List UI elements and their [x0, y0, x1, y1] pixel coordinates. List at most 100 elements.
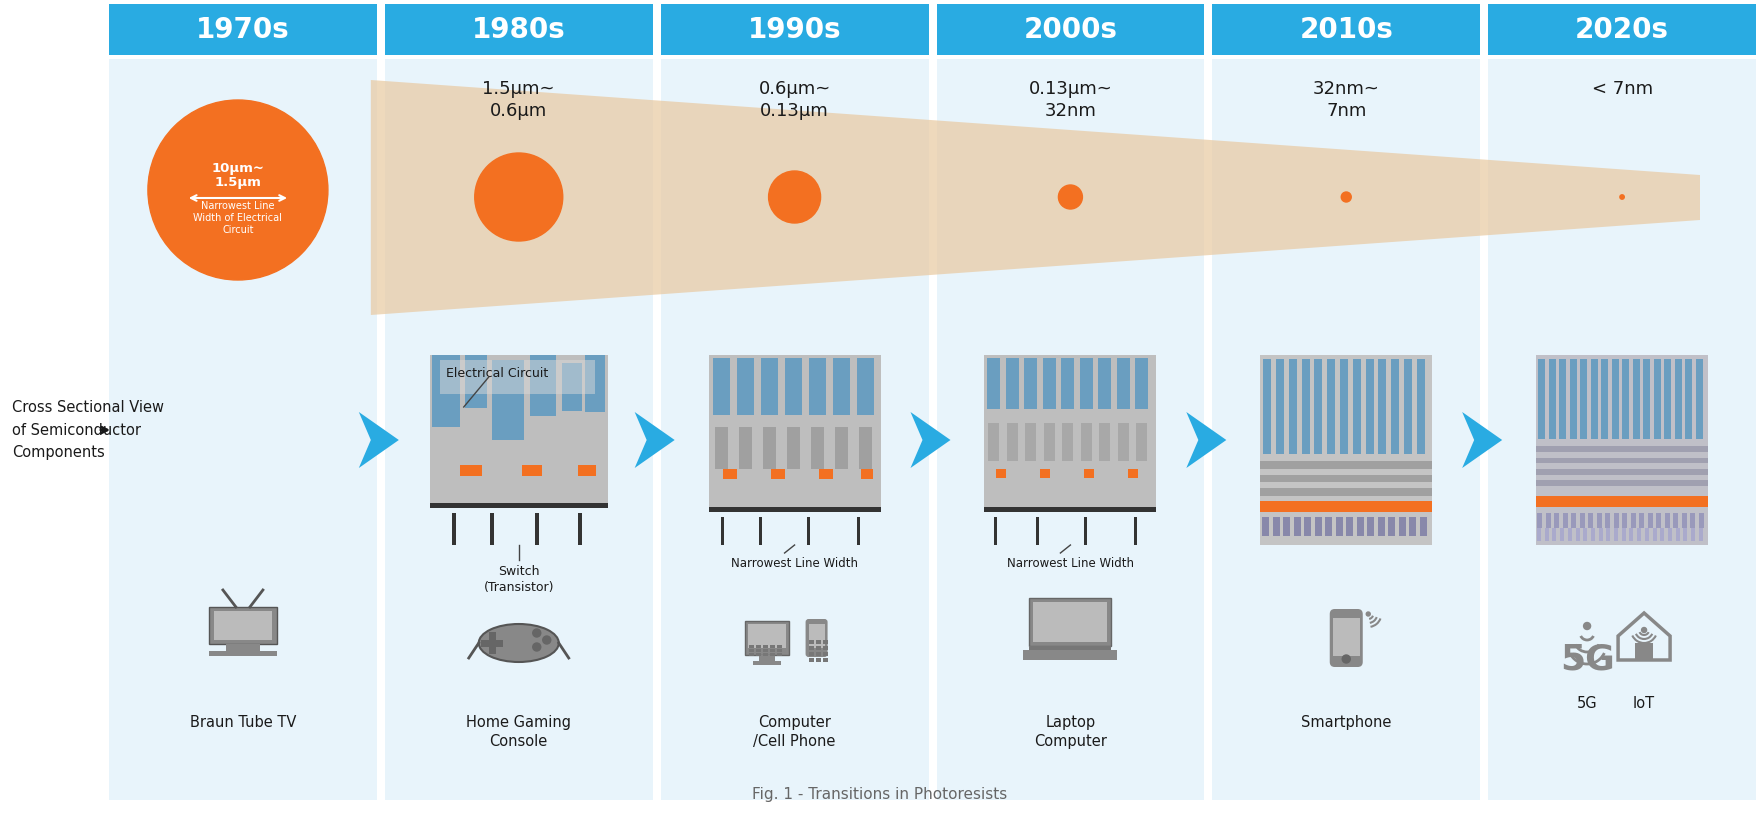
Bar: [713, 358, 730, 415]
Circle shape: [1343, 655, 1350, 663]
Text: Electrical Circuit: Electrical Circuit: [445, 367, 547, 380]
Bar: [1660, 528, 1665, 541]
Bar: [1353, 359, 1360, 454]
Bar: [1623, 513, 1626, 528]
Circle shape: [148, 100, 327, 280]
Bar: [748, 649, 753, 652]
Bar: [225, 645, 260, 651]
Bar: [744, 621, 788, 655]
Bar: [762, 645, 767, 648]
Bar: [1378, 359, 1387, 454]
Bar: [1399, 517, 1406, 535]
Bar: [1368, 517, 1375, 535]
Bar: [822, 646, 827, 650]
Bar: [776, 649, 781, 652]
Bar: [748, 645, 753, 648]
Bar: [737, 358, 753, 415]
Bar: [1584, 528, 1588, 541]
Bar: [1366, 359, 1373, 454]
Bar: [815, 658, 820, 662]
Bar: [1260, 501, 1433, 513]
Bar: [1614, 528, 1617, 541]
Bar: [1315, 517, 1322, 535]
Bar: [1030, 598, 1111, 646]
Bar: [1213, 59, 1480, 800]
Bar: [771, 469, 785, 479]
Bar: [431, 355, 459, 427]
Bar: [1545, 528, 1549, 541]
Bar: [1023, 650, 1118, 660]
Bar: [1681, 513, 1686, 528]
Bar: [109, 59, 377, 800]
Bar: [1656, 513, 1661, 528]
Bar: [1545, 513, 1551, 528]
Bar: [1536, 496, 1709, 507]
Bar: [1639, 513, 1644, 528]
Bar: [489, 513, 495, 545]
Ellipse shape: [479, 624, 558, 662]
Text: < 7nm: < 7nm: [1591, 80, 1653, 98]
Bar: [1665, 359, 1670, 438]
Bar: [787, 427, 799, 469]
Bar: [1612, 359, 1619, 438]
Bar: [769, 649, 774, 652]
Bar: [1690, 513, 1695, 528]
Bar: [1698, 528, 1702, 541]
Circle shape: [1366, 612, 1371, 616]
Bar: [748, 624, 785, 648]
Bar: [1118, 424, 1128, 461]
Bar: [1536, 528, 1542, 541]
Circle shape: [769, 171, 820, 223]
Bar: [822, 658, 827, 662]
Bar: [577, 465, 595, 476]
Bar: [1549, 359, 1556, 438]
Bar: [755, 645, 760, 648]
Bar: [1037, 517, 1040, 545]
Bar: [1044, 424, 1054, 461]
Bar: [1128, 469, 1139, 478]
Bar: [1024, 358, 1037, 409]
Bar: [1084, 469, 1095, 478]
Bar: [808, 646, 813, 650]
Bar: [209, 651, 276, 656]
Bar: [1536, 480, 1709, 486]
Text: 10μm~: 10μm~: [211, 161, 264, 174]
Bar: [762, 653, 767, 656]
Bar: [1332, 618, 1360, 656]
Bar: [1623, 359, 1630, 438]
Bar: [109, 4, 377, 55]
Bar: [1346, 517, 1353, 535]
Bar: [1336, 517, 1343, 535]
Bar: [720, 517, 723, 545]
Bar: [1081, 424, 1091, 461]
Bar: [1575, 528, 1579, 541]
Bar: [984, 355, 1156, 507]
Bar: [1084, 517, 1088, 545]
Text: 2000s: 2000s: [1023, 15, 1118, 43]
Bar: [1061, 358, 1074, 409]
Bar: [1691, 528, 1695, 541]
Polygon shape: [1463, 412, 1503, 468]
Bar: [1635, 643, 1653, 660]
Bar: [709, 507, 880, 512]
Text: 1980s: 1980s: [472, 15, 565, 43]
Bar: [1063, 424, 1074, 461]
Circle shape: [475, 153, 563, 241]
Bar: [996, 469, 1007, 478]
Text: Narrowest Line
Width of Electrical
Circuit: Narrowest Line Width of Electrical Circu…: [194, 200, 282, 236]
Bar: [762, 427, 776, 469]
Bar: [1260, 355, 1433, 545]
Bar: [1294, 517, 1301, 535]
Bar: [1339, 359, 1348, 454]
Bar: [1389, 517, 1396, 535]
Bar: [1098, 358, 1111, 409]
Bar: [1695, 359, 1702, 438]
Bar: [385, 59, 653, 800]
Bar: [808, 624, 825, 648]
Text: 0.13μm~
32nm: 0.13μm~ 32nm: [1028, 80, 1112, 120]
Bar: [753, 661, 781, 665]
Bar: [452, 513, 456, 545]
Bar: [1683, 528, 1688, 541]
Bar: [815, 640, 820, 644]
FancyBboxPatch shape: [1331, 609, 1362, 667]
